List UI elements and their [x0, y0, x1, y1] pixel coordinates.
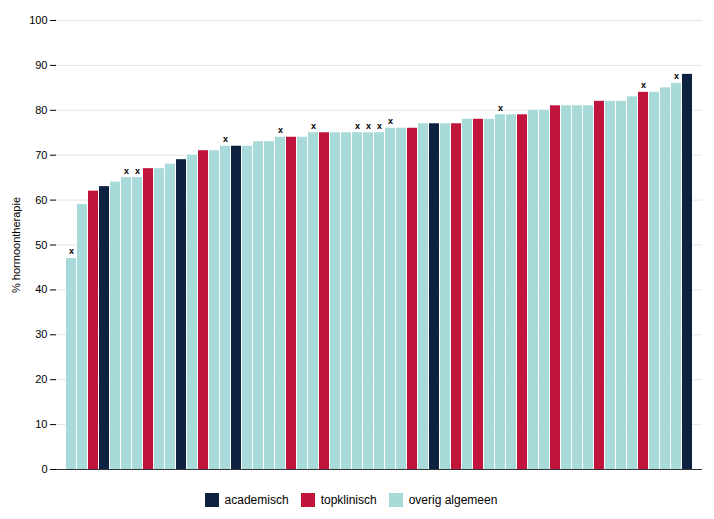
svg-text:x: x: [311, 121, 316, 131]
svg-text:100: 100: [29, 14, 47, 26]
svg-text:60: 60: [35, 194, 47, 206]
svg-text:x: x: [388, 116, 393, 126]
svg-text:30: 30: [35, 328, 47, 340]
svg-text:70: 70: [35, 149, 47, 161]
svg-text:x: x: [355, 121, 360, 131]
html-text:overig algemeen: overig algemeen: [408, 492, 498, 507]
svg-text:x: x: [498, 103, 503, 113]
svg-text:50: 50: [35, 239, 47, 251]
svg-text:% hormoontherapie: % hormoontherapie: [10, 197, 22, 293]
svg-text:x: x: [674, 71, 679, 81]
svg-text:0: 0: [41, 463, 47, 475]
svg-text:x: x: [377, 121, 382, 131]
svg-text:x: x: [69, 246, 74, 256]
html-text:topklinisch: topklinisch: [320, 492, 377, 507]
svg-text:20: 20: [35, 373, 47, 385]
svg-text:10: 10: [35, 418, 47, 430]
svg-text:90: 90: [35, 59, 47, 71]
svg-text:x: x: [223, 134, 228, 144]
svg-text:x: x: [366, 121, 371, 131]
svg-text:x: x: [278, 125, 283, 135]
html-text:academisch: academisch: [224, 492, 289, 507]
svg-text:x: x: [124, 166, 129, 176]
svg-text:x: x: [135, 166, 140, 176]
svg-text:80: 80: [35, 104, 47, 116]
svg-text:x: x: [641, 80, 646, 90]
svg-text:40: 40: [35, 283, 47, 295]
